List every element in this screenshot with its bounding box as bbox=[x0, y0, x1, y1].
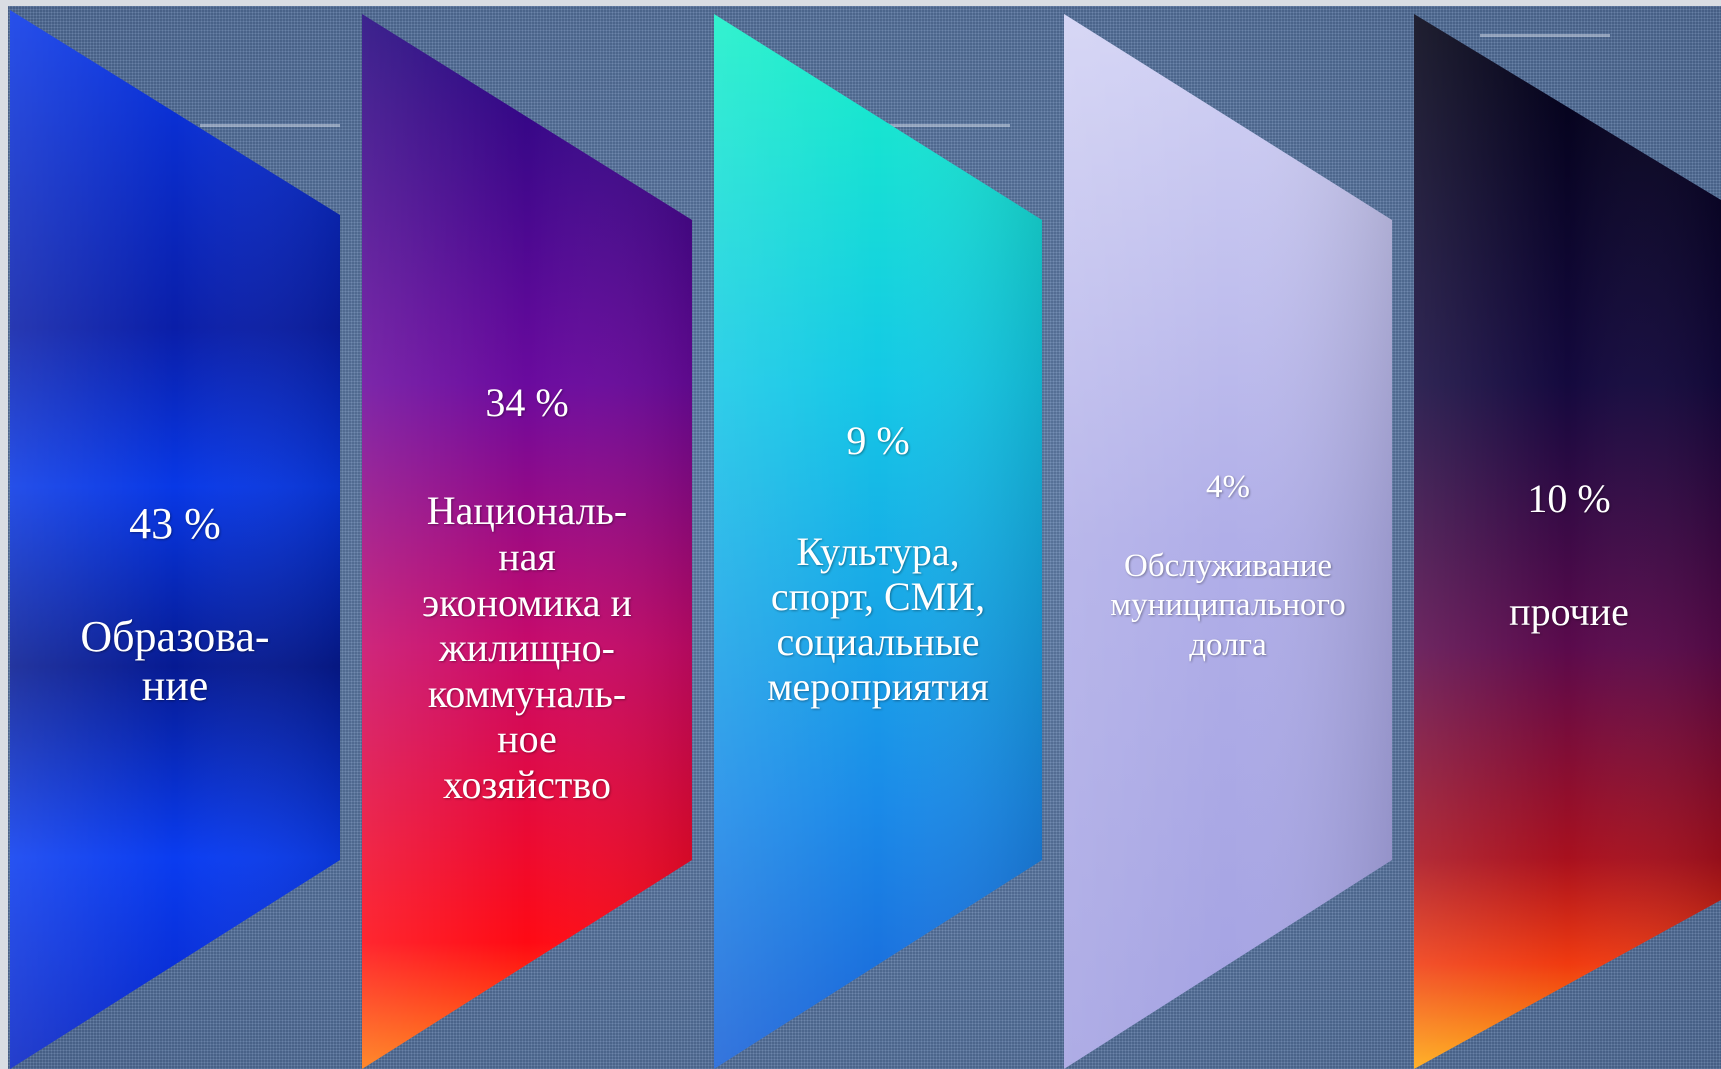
segment-education-percent: 43 % bbox=[129, 499, 221, 549]
segment-culture-text: 9 % Культура, спорт, СМИ, социальные мер… bbox=[724, 374, 1032, 754]
segment-culture-label: Культура, спорт, СМИ, социальные меропри… bbox=[767, 529, 989, 709]
segment-other-label: прочие bbox=[1509, 589, 1629, 635]
segment-other-percent: 10 % bbox=[1527, 475, 1611, 521]
segment-national-economy-label: Националь- ная экономика и жилищно- комм… bbox=[422, 488, 632, 807]
segment-national-economy-text: 34 % Националь- ная экономика и жилищно-… bbox=[382, 336, 672, 852]
segment-education-text: 43 % Образова- ние bbox=[30, 450, 320, 760]
segment-national-economy-percent: 34 % bbox=[485, 379, 569, 425]
segment-other-text: 10 % прочие bbox=[1424, 432, 1714, 680]
segment-culture-percent: 9 % bbox=[846, 417, 910, 463]
segment-debt-service-text: 4% Обслуживание муниципального долга bbox=[1074, 428, 1382, 705]
segment-debt-service-percent: 4% bbox=[1206, 468, 1250, 505]
background-scratch bbox=[200, 124, 340, 127]
segment-national-economy bbox=[362, 14, 692, 1069]
segment-debt-service bbox=[1064, 14, 1392, 1069]
segment-other bbox=[1414, 14, 1721, 1069]
segment-debt-service-label: Обслуживание муниципального долга bbox=[1110, 547, 1346, 663]
segment-education-label: Образова- ние bbox=[80, 611, 270, 711]
segment-culture bbox=[714, 14, 1042, 1069]
background-scratch bbox=[850, 124, 1010, 127]
segment-education bbox=[10, 10, 340, 1069]
background-scratch bbox=[1480, 34, 1610, 37]
